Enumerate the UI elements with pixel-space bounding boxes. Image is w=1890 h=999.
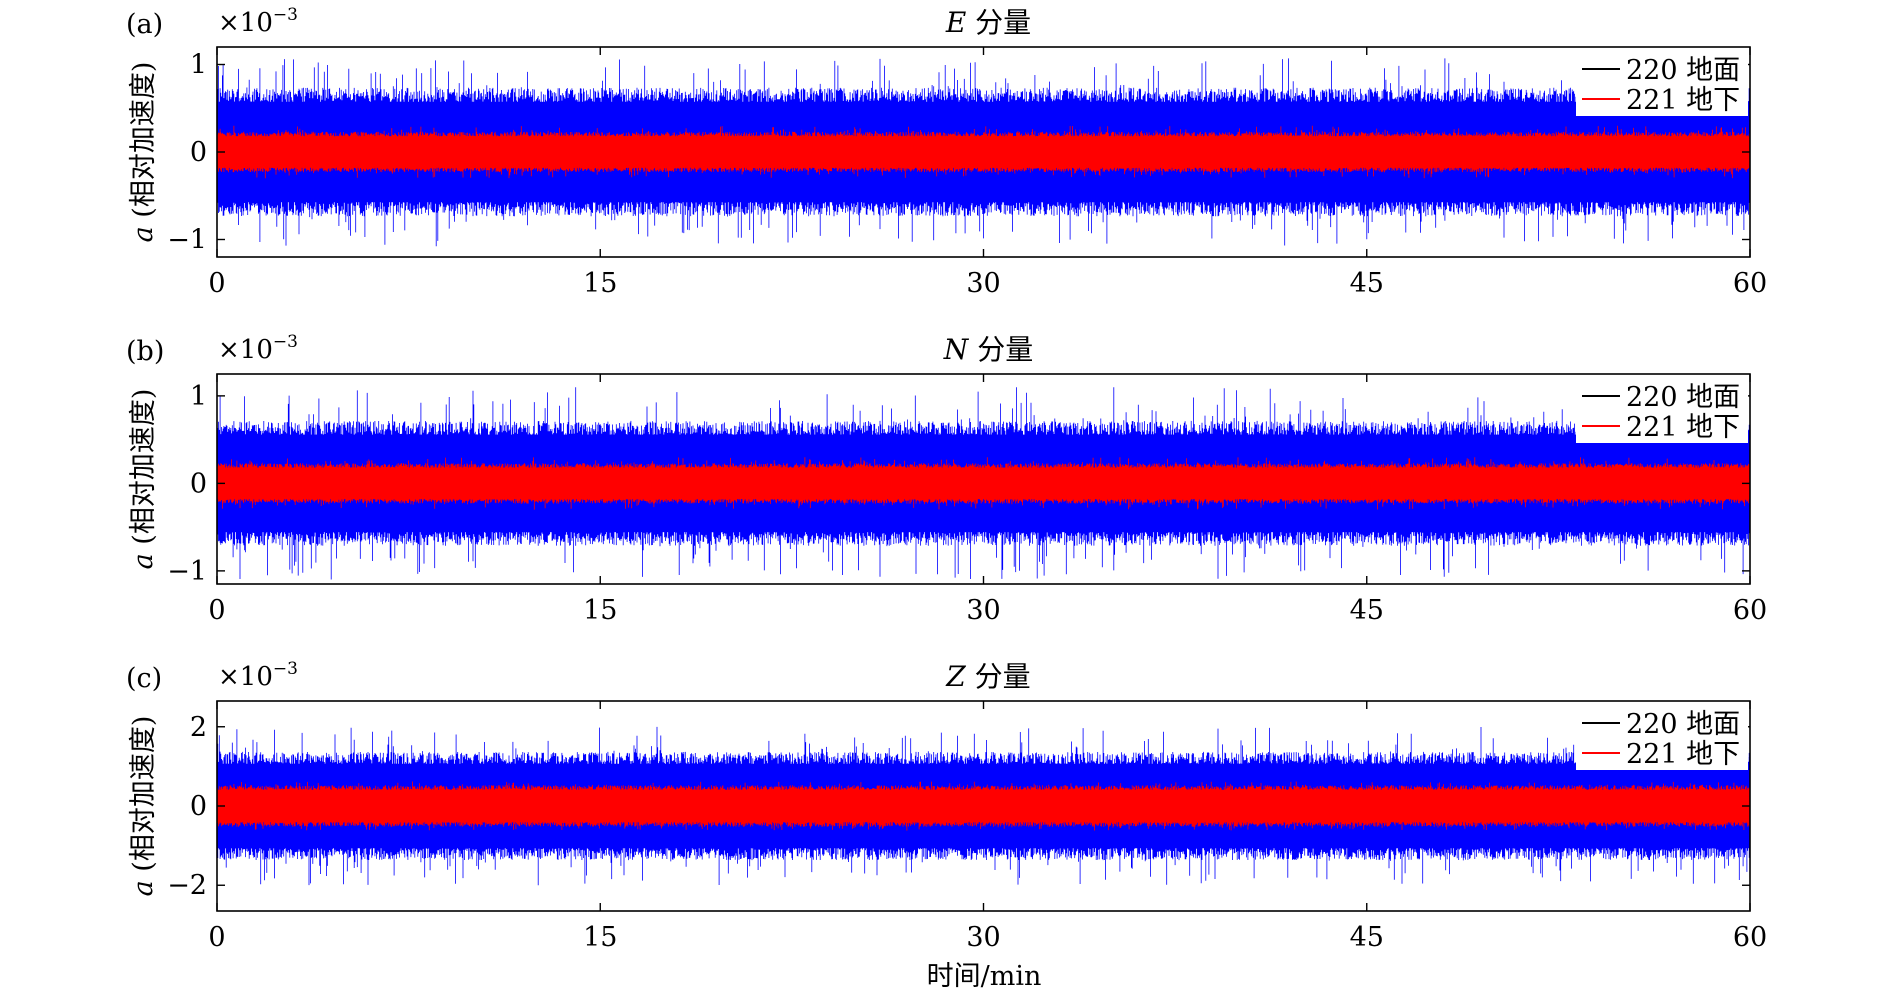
series-traces — [217, 726, 1750, 886]
legend-label-0: 220 地面 — [1626, 55, 1740, 86]
legend-label-0: 220 地面 — [1626, 382, 1740, 413]
ylabel-italic: a — [128, 226, 159, 242]
x-tick-label: 45 — [1350, 922, 1384, 953]
y-axis-label: a (相对加速度) — [128, 716, 159, 897]
x-axis-label: 时间/min — [927, 961, 1042, 992]
ylabel-rest: (相对加速度) — [128, 716, 159, 872]
legend-box — [1576, 377, 1748, 443]
x-tick-label: 60 — [1733, 595, 1767, 626]
series-traces — [217, 58, 1750, 247]
y-tick-label: −1 — [167, 225, 207, 256]
x-tick-label: 15 — [583, 595, 617, 626]
y-exponent-base: ×10 — [218, 662, 273, 692]
x-tick-label: 45 — [1350, 595, 1384, 626]
legend-label-1: 221 地下 — [1626, 412, 1740, 443]
x-tick-label: 0 — [208, 268, 225, 299]
title-italic: E — [945, 6, 966, 39]
y-tick-label: 2 — [190, 712, 207, 743]
title-rest: 分量 — [975, 660, 1031, 693]
x-tick-label: 0 — [208, 595, 225, 626]
y-exponent-power: −3 — [273, 332, 298, 352]
y-axis-label: a (相对加速度) — [128, 62, 159, 243]
y-exponent-base: ×10 — [218, 8, 273, 38]
legend-box — [1576, 50, 1748, 116]
y-exponent-power: −3 — [273, 5, 298, 25]
ylabel-rest: (相对加速度) — [128, 389, 159, 545]
y-tick-label: 0 — [190, 468, 207, 499]
legend-label-1: 221 地下 — [1626, 85, 1740, 116]
x-tick-label: 30 — [966, 922, 1000, 953]
legend-label-1: 221 地下 — [1626, 739, 1740, 770]
y-exponent-base: ×10 — [218, 335, 273, 365]
ylabel-italic: a — [128, 880, 159, 896]
x-tick-label: 60 — [1733, 922, 1767, 953]
y-exponent: ×10−3 — [218, 659, 298, 692]
panel-label: (b) — [126, 336, 164, 367]
y-tick-label: 1 — [190, 381, 207, 412]
ylabel-italic: a — [128, 553, 159, 569]
series-line-1 — [217, 781, 1750, 831]
y-exponent: ×10−3 — [218, 5, 298, 38]
x-tick-label: 30 — [966, 268, 1000, 299]
y-tick-label: 0 — [190, 137, 207, 168]
x-tick-label: 15 — [583, 922, 617, 953]
panel-title: E 分量 — [945, 6, 1031, 39]
x-tick-label: 60 — [1733, 268, 1767, 299]
title-rest: 分量 — [977, 333, 1033, 366]
y-tick-label: −1 — [167, 556, 207, 587]
x-tick-label: 45 — [1350, 268, 1384, 299]
x-tick-label: 0 — [208, 922, 225, 953]
panel-label: (a) — [126, 9, 163, 40]
panel-title: N 分量 — [943, 333, 1033, 366]
x-tick-label: 30 — [966, 595, 1000, 626]
y-tick-label: −2 — [167, 870, 207, 901]
title-italic: N — [943, 333, 970, 366]
series-line-1 — [217, 125, 1750, 179]
x-tick-label: 15 — [583, 268, 617, 299]
series-line-1 — [217, 457, 1750, 510]
series-traces — [217, 387, 1750, 580]
y-tick-label: 0 — [190, 791, 207, 822]
title-rest: 分量 — [975, 6, 1031, 39]
panel-title: Z 分量 — [945, 660, 1030, 693]
y-exponent-power: −3 — [273, 659, 298, 679]
legend-box — [1576, 704, 1748, 770]
title-italic: Z — [945, 660, 966, 693]
panel-label: (c) — [126, 663, 162, 694]
ylabel-rest: (相对加速度) — [128, 62, 159, 218]
y-exponent: ×10−3 — [218, 332, 298, 365]
y-tick-label: 1 — [190, 50, 207, 81]
legend-label-0: 220 地面 — [1626, 709, 1740, 740]
y-axis-label: a (相对加速度) — [128, 389, 159, 570]
